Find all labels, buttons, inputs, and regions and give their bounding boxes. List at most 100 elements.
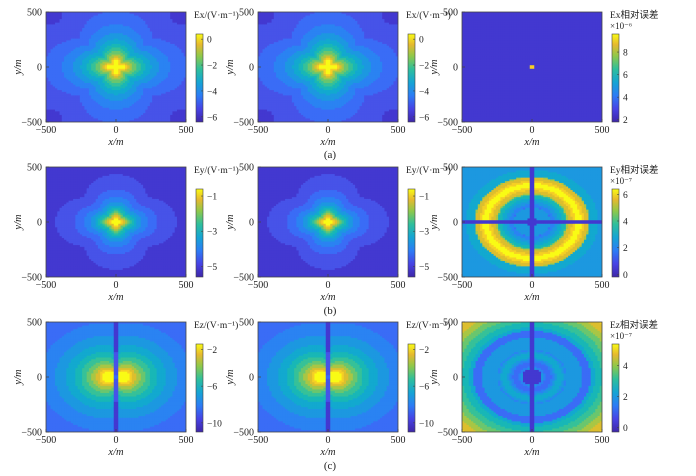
colorbar-tick-label: −2 [207, 62, 217, 72]
x-tick-label: 0 [530, 280, 535, 291]
colorbar-tick-label: −2 [207, 346, 217, 356]
caption-a: (a) [324, 149, 337, 161]
x-tick-label: 0 [530, 125, 535, 136]
colorbar-tick-label: 6 [623, 191, 628, 201]
x-axis-label: x/m [319, 292, 336, 303]
colorbar-title: Ez相对误差 [610, 319, 658, 331]
colorbar-tick-label: −3 [419, 228, 429, 238]
colorbar [611, 33, 620, 123]
caption-b: (b) [324, 305, 337, 317]
colorbar-title: Ey/(V·m⁻¹) [406, 165, 451, 176]
x-tick-label: −500 [452, 435, 473, 446]
heatmap-image [258, 12, 398, 122]
y-tick-label: 500 [239, 8, 254, 19]
colorbar-title: Ez/(V·m⁻¹) [406, 320, 450, 331]
colorbar [611, 188, 620, 278]
colorbar-tick-label: −4 [207, 87, 217, 97]
x-tick-label: 500 [595, 435, 610, 446]
colorbar-title: Ex/(V·m⁻¹) [194, 10, 239, 21]
x-tick-label: −500 [452, 125, 473, 136]
y-tick-label: −500 [21, 428, 42, 439]
x-tick-label: −500 [36, 435, 57, 446]
colorbar-title: Ex相对误差 [610, 9, 659, 21]
x-axis-label: x/m [319, 137, 336, 148]
colorbar-tick-label: −1 [419, 193, 429, 203]
heatmap-image [46, 12, 186, 122]
x-axis-label: x/m [107, 292, 124, 303]
y-tick-label: 0 [37, 218, 42, 229]
y-axis-label: y/m [225, 59, 236, 76]
colorbar-tick-label: −6 [419, 383, 429, 393]
y-axis-label: y/m [13, 369, 24, 386]
y-axis-label: y/m [429, 59, 440, 76]
y-tick-label: −500 [437, 118, 458, 129]
colorbar-tick-label: −3 [207, 228, 217, 238]
y-tick-label: 500 [443, 8, 458, 19]
x-axis-label: x/m [319, 447, 336, 458]
colorbar-title: Ez/(V·m⁻¹) [194, 320, 238, 331]
x-tick-label: 0 [114, 435, 119, 446]
colorbar-exponent: ×10⁻⁷ [610, 331, 632, 341]
colorbar-tick-label: −10 [207, 419, 222, 429]
y-axis-label: y/m [429, 214, 440, 231]
x-tick-label: −500 [248, 435, 269, 446]
colorbar-tick-label: −6 [207, 383, 217, 393]
colorbar-tick-label: 2 [623, 244, 628, 254]
colorbar-tick-label: 4 [623, 362, 628, 372]
panel-3-1: −500 0 500 500 0 −500 x/m y/m −2 −6 −10 Ez/(V·m⁻¹) [13, 318, 238, 459]
y-tick-label: 500 [27, 163, 42, 174]
colorbar-tick-label: 0 [419, 36, 424, 46]
panel-1-3: −500 0 500 500 0 −500 x/m y/m 8 6 4 2 Ex相对误差×10⁻⁶ [429, 8, 659, 149]
colorbar-tick-label: 0 [207, 36, 212, 46]
y-tick-label: 500 [27, 318, 42, 329]
colorbar-title: Ex/(V·m⁻¹) [406, 10, 451, 21]
colorbar-tick-label: −6 [419, 113, 429, 123]
x-tick-label: 500 [391, 125, 406, 136]
y-tick-label: 0 [453, 373, 458, 384]
x-tick-label: −500 [452, 280, 473, 291]
x-tick-label: −500 [36, 125, 57, 136]
x-tick-label: −500 [248, 125, 269, 136]
y-tick-label: −500 [233, 273, 254, 284]
x-axis-label: x/m [523, 137, 540, 148]
panel-2-3: −500 0 500 500 0 −500 x/m y/m 6 4 2 0 Ey相对误差×10⁻⁷ [429, 163, 659, 304]
panel-1-2: −500 0 500 500 0 −500 x/m y/m 0 −2 −4 −6 Ex/(V·m⁻¹) [225, 8, 451, 149]
colorbar [195, 343, 204, 433]
y-tick-label: −500 [233, 118, 254, 129]
x-tick-label: 500 [179, 435, 194, 446]
colorbar-tick-label: 2 [623, 393, 628, 403]
x-tick-label: 500 [595, 280, 610, 291]
y-axis-label: y/m [225, 369, 236, 386]
x-axis-label: x/m [523, 447, 540, 458]
colorbar-tick-label: 4 [623, 94, 628, 104]
x-tick-label: 500 [179, 280, 194, 291]
x-tick-label: 0 [114, 125, 119, 136]
colorbar-tick-label: −2 [419, 346, 429, 356]
y-tick-label: 0 [249, 218, 254, 229]
colorbar-title: Ey相对误差 [610, 164, 659, 176]
colorbar-tick-label: 6 [623, 71, 628, 81]
colorbar [407, 188, 416, 278]
x-tick-label: 0 [326, 435, 331, 446]
colorbar-tick-label: 8 [623, 49, 628, 59]
colorbar-title: Ey/(V·m⁻¹) [194, 165, 239, 176]
heatmap-image [462, 322, 602, 432]
colorbar-tick-label: −10 [419, 419, 434, 429]
y-tick-label: −500 [437, 428, 458, 439]
x-tick-label: 0 [114, 280, 119, 291]
y-axis-label: y/m [429, 369, 440, 386]
y-axis-label: y/m [225, 214, 236, 231]
panel-3-2: −500 0 500 500 0 −500 x/m y/m −2 −6 −10 Ez/(V·m⁻¹) [225, 318, 450, 459]
x-tick-label: −500 [36, 280, 57, 291]
y-tick-label: 0 [453, 218, 458, 229]
panel-2-1: −500 0 500 500 0 −500 x/m y/m −1 −3 −5 Ey/(V·m⁻¹) [13, 163, 239, 304]
colorbar-tick-label: 4 [623, 218, 628, 228]
y-axis-label: y/m [13, 214, 24, 231]
colorbar-tick-label: 2 [623, 116, 628, 126]
colorbar-tick-label: −4 [419, 87, 429, 97]
y-tick-label: 0 [249, 63, 254, 74]
x-tick-label: 500 [391, 435, 406, 446]
heatmap-image [46, 322, 186, 432]
heatmap-image [258, 322, 398, 432]
caption-c: (c) [324, 460, 337, 472]
